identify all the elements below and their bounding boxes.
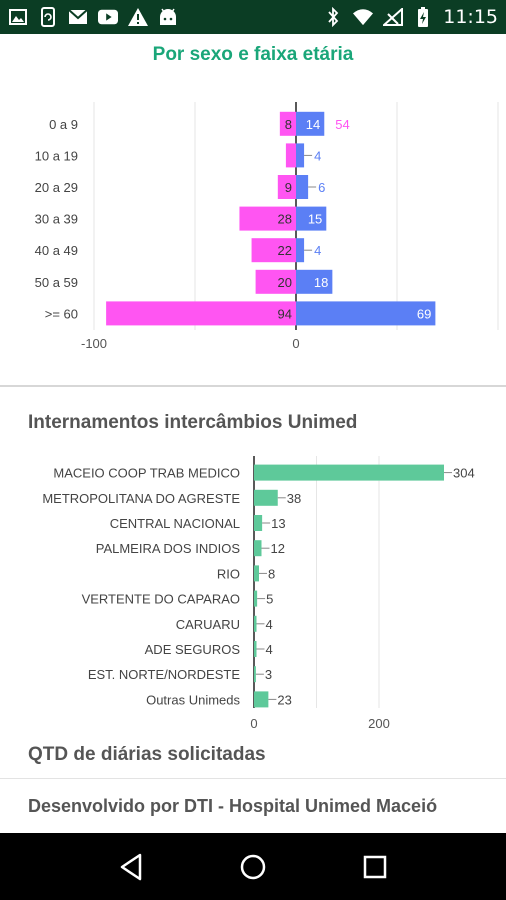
value-label: 3 [265,667,272,682]
age-group-label: 20 a 29 [35,180,78,195]
age-group-label: 0 a 9 [49,117,78,132]
home-button[interactable] [233,847,273,887]
age-group-label: >= 60 [45,306,78,321]
age-sex-title: Por sexo e faixa etária [152,44,354,65]
unimed-label: CENTRAL NACIONAL [110,516,240,531]
male-value-label: 69 [417,306,431,321]
value-label: 23 [277,692,291,707]
status-bar: 11:15 [0,0,506,34]
footer-divider [0,778,506,779]
value-label: 38 [287,491,301,506]
value-label: 13 [271,516,285,531]
unimed-label: CARUARU [176,617,240,632]
hospitalization-bar [254,641,257,657]
sync-phone-icon [38,7,58,27]
value-label: 304 [453,466,475,481]
male-bar [296,111,325,136]
unimed-label: EST. NORTE/NORDESTE [88,667,241,682]
unimed-label: VERTENTE DO CAPARAO [82,592,240,607]
unimed-label: RIO [217,566,240,581]
clock: 11:15 [443,6,498,28]
hospitalization-bar [254,666,256,683]
age-group-label: 40 a 49 [35,243,78,258]
female-bar [255,269,296,294]
x-tick-label: 0 [250,716,257,731]
hospitalization-bar [254,615,257,632]
male-bar [296,143,305,168]
developer-credit: Desenvolvido por DTI - Hospital Unimed M… [28,796,438,816]
female-bar [239,206,296,231]
female-value-label: 20 [278,275,292,290]
male-value-label: 18 [314,275,328,290]
daily-requests-title: QTD de diárias solicitadas [28,744,266,765]
female-bar [106,301,297,326]
unimed-label: ADE SEGUROS [145,642,241,657]
male-value-label: 6 [318,180,325,195]
hospitalization-bar [254,540,262,557]
value-label: 5 [266,592,273,607]
warning-icon [128,7,148,27]
x-tick-label: 200 [368,716,390,731]
female-value-label: 28 [278,212,292,227]
female-bar [285,143,296,168]
youtube-icon [98,7,118,27]
battery-charging-icon [413,7,433,27]
male-value-label: 4 [314,243,321,258]
recents-icon [363,855,387,878]
unimed-label: MACEIO COOP TRAB MEDICO [53,466,240,481]
hospitalization-bar [254,691,269,708]
male-bar [296,238,305,263]
notification-icons [8,7,178,27]
x-tick-label: 0 [292,336,299,351]
female-overflow-label: 54 [335,117,349,132]
gmail-icon [68,7,88,27]
android-icon [158,7,178,27]
image-icon [8,7,28,27]
male-bar [296,269,333,294]
unimed-label: METROPOLITANA DO AGRESTE [42,491,240,506]
hospitalization-bar [254,565,259,582]
back-icon [120,853,142,880]
female-value-label: 22 [278,243,292,258]
value-label: 4 [266,642,273,657]
male-bar [296,301,436,326]
value-label: 4 [266,617,273,632]
unimed-label: Outras Unimeds [146,692,240,707]
female-value-label: 9 [285,180,292,195]
back-button[interactable] [111,847,151,887]
no-signal-icon [383,7,404,27]
female-bar [251,238,296,263]
recents-button[interactable] [355,847,395,887]
female-bar [277,175,296,199]
hospitalizations-chart: MACEIO COOP TRAB MEDICO 304METROPOLITANA … [42,456,475,731]
female-bar [279,111,296,136]
hospitalization-bar [254,590,258,607]
female-value-label: 8 [285,117,292,132]
age-group-label: 30 a 39 [35,212,78,227]
home-icon [240,854,266,879]
wifi-icon [353,7,374,27]
bluetooth-icon [323,7,343,27]
unimed-label: PALMEIRA DOS INDIOS [96,541,241,556]
value-label: 8 [268,566,275,581]
male-value-label: 4 [314,148,321,163]
section-divider [0,385,506,387]
age-group-label: 10 a 19 [35,148,78,163]
male-bar [296,175,309,199]
female-value-label: 94 [278,306,292,321]
x-tick-label: -100 [81,336,107,351]
value-label: 12 [271,541,285,556]
hospitalization-bar [254,489,278,506]
system-icons: 11:15 [323,6,498,28]
male-value-label: 15 [308,212,322,227]
hospitalization-bar [254,515,263,531]
hospitalizations-title: Internamentos intercâmbios Unimed [28,412,358,433]
hospitalization-bar [254,464,444,481]
male-bar [296,206,327,231]
male-value-label: 14 [306,117,320,132]
age-group-label: 50 a 59 [35,275,78,290]
navigation-bar [0,833,506,900]
